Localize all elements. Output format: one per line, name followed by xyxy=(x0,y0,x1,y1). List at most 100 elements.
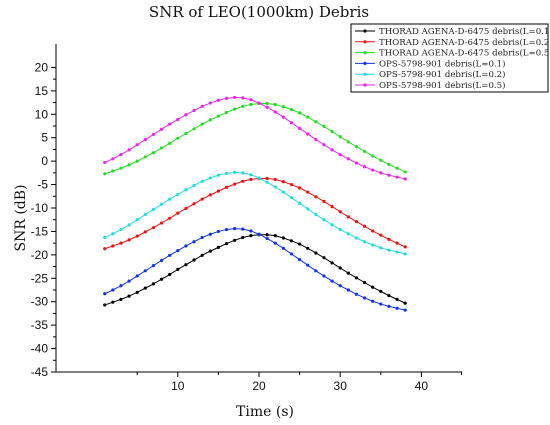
series-line xyxy=(104,171,406,255)
chart-title: SNR of LEO(1000km) Debris xyxy=(149,3,369,21)
y-tick-label: -10 xyxy=(31,201,49,215)
data-point xyxy=(346,232,350,236)
data-point xyxy=(346,288,350,292)
data-point xyxy=(395,241,399,245)
data-point xyxy=(281,190,285,194)
data-point xyxy=(354,145,359,149)
data-point xyxy=(338,266,342,270)
data-point xyxy=(371,154,375,158)
legend-swatch-marker xyxy=(363,29,367,33)
data-point xyxy=(395,250,399,254)
data-point xyxy=(151,151,156,155)
data-point xyxy=(338,284,342,288)
data-point xyxy=(338,152,342,157)
legend-entry-label: THORAD AGENA-D-6475 debris(L=0.2) xyxy=(379,37,550,48)
data-point xyxy=(371,243,375,247)
legend-swatch-marker xyxy=(363,83,367,87)
legend-entry-label: THORAD AGENA-D-6475 debris(L=0.1) xyxy=(379,26,550,37)
data-point xyxy=(281,246,285,250)
data-point xyxy=(192,127,196,131)
data-point xyxy=(354,236,359,240)
data-point xyxy=(168,122,172,126)
y-tick-label: -25 xyxy=(31,271,49,285)
data-point xyxy=(330,279,334,283)
data-point xyxy=(249,102,253,107)
data-point xyxy=(184,188,188,192)
x-tick-label: 20 xyxy=(252,379,266,393)
data-point xyxy=(184,263,188,267)
data-point xyxy=(330,261,334,265)
data-point xyxy=(322,199,326,204)
data-point xyxy=(192,202,196,206)
data-point xyxy=(298,126,302,130)
y-tick-label: -35 xyxy=(31,318,49,332)
data-point xyxy=(184,244,188,248)
legend-entry-label: OPS-5798-901 debris(L=0.5) xyxy=(379,80,505,91)
data-point xyxy=(151,226,156,230)
y-tick-label: 0 xyxy=(41,154,48,168)
series-layer xyxy=(103,95,407,312)
data-point xyxy=(168,272,172,277)
data-point xyxy=(135,234,139,238)
data-point xyxy=(184,131,188,136)
data-point xyxy=(143,230,147,234)
data-point xyxy=(362,240,367,244)
data-point xyxy=(379,302,383,306)
legend-swatch-marker xyxy=(363,72,367,76)
data-point xyxy=(143,155,147,159)
x-tick-label: 30 xyxy=(334,379,348,393)
data-point xyxy=(273,110,277,114)
data-point xyxy=(168,197,172,201)
data-point xyxy=(249,177,253,182)
data-point xyxy=(314,137,318,142)
data-point xyxy=(346,140,350,144)
data-point xyxy=(306,115,310,119)
data-point xyxy=(395,297,399,301)
data-point xyxy=(379,233,383,237)
data-point xyxy=(306,246,310,250)
data-point xyxy=(216,114,220,118)
data-point xyxy=(298,257,302,262)
data-point xyxy=(216,173,220,177)
data-point xyxy=(127,279,131,283)
data-point xyxy=(362,280,367,285)
data-point xyxy=(371,299,375,303)
data-point xyxy=(224,110,229,115)
data-point xyxy=(159,221,164,225)
data-point xyxy=(338,135,342,139)
data-point xyxy=(176,211,180,215)
data-point xyxy=(119,241,123,245)
data-point xyxy=(200,122,204,126)
data-point xyxy=(354,161,359,165)
data-point xyxy=(314,212,318,217)
data-point xyxy=(265,176,269,181)
data-point xyxy=(346,215,350,219)
data-point xyxy=(224,171,229,175)
data-point xyxy=(127,148,131,152)
data-point xyxy=(322,274,326,278)
data-point xyxy=(200,179,204,183)
data-point xyxy=(208,193,212,197)
data-point xyxy=(306,132,310,136)
data-point xyxy=(135,159,139,163)
x-tick-label: 10 xyxy=(171,379,185,393)
data-point xyxy=(346,271,350,275)
data-point xyxy=(314,120,318,124)
data-point xyxy=(322,256,326,260)
data-point xyxy=(216,98,220,102)
data-point xyxy=(387,304,391,308)
data-point xyxy=(176,267,180,271)
data-point xyxy=(168,216,172,220)
data-point xyxy=(103,292,107,296)
data-point xyxy=(184,113,188,117)
data-point xyxy=(322,218,326,222)
data-point xyxy=(200,253,204,257)
data-point xyxy=(289,108,294,112)
data-point xyxy=(281,236,285,240)
data-point xyxy=(403,245,407,249)
data-point xyxy=(176,136,180,140)
data-point xyxy=(371,285,375,289)
data-point xyxy=(127,238,131,242)
data-point xyxy=(289,252,294,256)
legend-swatch-marker xyxy=(363,51,367,55)
